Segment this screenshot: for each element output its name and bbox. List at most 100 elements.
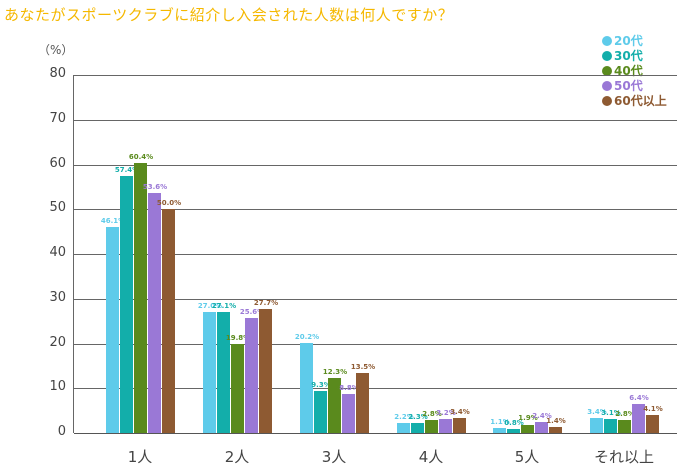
bar-value-label: 3.4%	[587, 407, 607, 416]
bar	[632, 404, 645, 433]
gridline	[74, 343, 677, 345]
gridline	[74, 209, 677, 211]
chart-title: あなたがスポーツクラブに紹介し入会された人数は何人ですか？	[4, 6, 454, 24]
x-tick-label: 2人	[224, 448, 250, 466]
x-tick-label: それ以上	[593, 448, 655, 466]
bar	[328, 377, 341, 433]
bar-value-label: 3.4%	[450, 407, 470, 416]
y-tick-label: 40	[49, 245, 66, 260]
y-tick-label: 0	[57, 424, 66, 439]
legend-dot-icon	[602, 35, 612, 46]
legend-label: 60代以上	[614, 94, 667, 108]
bar-value-label: 27.0%	[197, 302, 223, 311]
gridline	[74, 388, 677, 390]
bar	[134, 162, 147, 433]
gridline	[74, 119, 677, 121]
bar-value-label: 2.3%	[408, 412, 428, 421]
bar	[203, 312, 216, 433]
bar	[549, 426, 562, 433]
bar-value-label: 19.8%	[225, 334, 251, 343]
bar	[342, 393, 355, 433]
bar	[521, 424, 534, 433]
bar	[535, 422, 548, 433]
bar	[245, 318, 258, 433]
bar	[604, 419, 617, 433]
y-tick-label: 70	[49, 110, 66, 126]
legend-label: 50代	[614, 79, 643, 93]
bar-value-label: 57.4%	[114, 166, 140, 175]
bar-value-label: 4.1%	[643, 404, 663, 413]
bar-value-label: 53.6%	[142, 183, 168, 192]
legend-item: 20代	[602, 33, 667, 48]
bar-value-label: 0.8%	[504, 419, 524, 428]
bar	[411, 422, 424, 433]
x-tick-label: 3人	[321, 448, 347, 466]
legend-dot-icon	[602, 95, 612, 106]
bar-value-label: 2.8%	[615, 410, 635, 419]
y-tick-label: 30	[49, 289, 66, 305]
legend-item: 60代以上	[602, 93, 667, 108]
bar	[493, 428, 506, 433]
bar-value-label: 50.0%	[156, 199, 182, 208]
bar-value-label: 1.9%	[518, 414, 538, 423]
legend-label: 30代	[614, 49, 643, 63]
y-tick-label: 80	[49, 66, 66, 81]
bar-value-label: 3.1%	[601, 409, 621, 418]
bar	[356, 372, 369, 433]
bar-value-label: 12.3%	[322, 367, 348, 376]
bar	[314, 391, 327, 433]
legend: 20代 30代 40代 50代 60代以上	[602, 33, 667, 108]
legend-item: 50代	[602, 78, 667, 93]
bar	[120, 176, 133, 433]
bar-value-label: 6.4%	[629, 394, 649, 403]
bar	[618, 420, 631, 433]
bar-value-label: 25.6%	[239, 308, 265, 317]
gridline	[74, 298, 677, 300]
bar	[148, 193, 161, 433]
y-tick-label: 20	[49, 334, 66, 350]
x-tick-label: 4人	[418, 448, 444, 466]
bar	[231, 344, 244, 433]
bar	[439, 418, 452, 433]
bar-value-label: 46.1%	[100, 216, 126, 225]
bar	[646, 414, 659, 433]
bar	[453, 417, 466, 433]
bar-value-label: 9.3%	[311, 381, 331, 390]
bar-value-label: 2.8%	[422, 410, 442, 419]
bar-value-label: 27.1%	[211, 301, 237, 310]
legend-label: 20代	[614, 34, 643, 48]
legend-dot-icon	[602, 65, 612, 76]
legend-item: 30代	[602, 48, 667, 63]
bar-value-label: 1.1%	[490, 418, 510, 427]
x-axis-line	[74, 433, 677, 434]
bar-value-label: 1.4%	[546, 416, 566, 425]
bar	[590, 417, 603, 433]
legend-dot-icon	[602, 80, 612, 91]
y-tick-label: 50	[49, 200, 66, 216]
bar-value-label: 60.4%	[128, 152, 154, 161]
bar	[300, 342, 313, 433]
bar	[397, 423, 410, 433]
bar	[259, 309, 272, 433]
legend-label: 40代	[614, 64, 643, 78]
bar-value-label: 27.7%	[253, 299, 279, 308]
x-tick-label: 5人	[514, 448, 540, 466]
gridline	[74, 75, 677, 76]
y-axis-unit: （%）	[38, 43, 74, 57]
bar	[217, 311, 230, 433]
bar	[106, 226, 119, 433]
plot-area: 46.1% 57.4% 60.4% 53.6% 50.0% 27.0% 27.1% 19.8%…	[73, 75, 677, 434]
bar-value-label: 20.2%	[294, 332, 320, 341]
bar	[162, 209, 175, 433]
y-tick-label: 10	[49, 379, 66, 395]
legend-item: 40代	[602, 63, 667, 78]
bar	[507, 429, 520, 433]
bar-value-label: 13.5%	[350, 362, 376, 371]
bar	[425, 420, 438, 433]
bar-value-label: 2.4%	[532, 412, 552, 421]
bar-value-label: 3.2%	[436, 408, 456, 417]
x-tick-label: 1人	[127, 448, 153, 466]
legend-dot-icon	[602, 50, 612, 61]
bar-value-label: 8.8%	[339, 383, 359, 392]
bar-value-label: 2.2%	[394, 413, 414, 422]
